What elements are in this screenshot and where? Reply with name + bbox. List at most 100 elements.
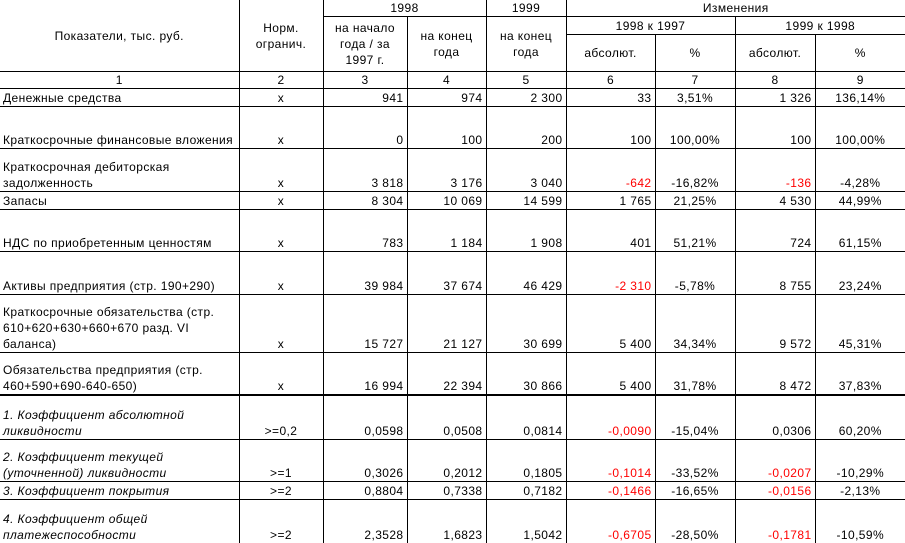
table-row: 1. Коэффициент абсолютной ликвидности >=0… xyxy=(0,393,905,440)
header-abs-1: абсолют. xyxy=(566,34,656,72)
row-norm: x xyxy=(239,106,324,149)
row-value-v8: 8 472 xyxy=(735,352,816,395)
row-value-v7: 31,78% xyxy=(655,352,736,395)
row-value-v5: 46 429 xyxy=(486,251,567,295)
row-value-v9: -2,13% xyxy=(815,481,905,500)
row-value-v8: 4 530 xyxy=(735,191,816,210)
row-norm: x xyxy=(239,352,324,395)
row-label: 4. Коэффициент общей платежеспособности xyxy=(0,499,240,543)
row-value-v5: 14 599 xyxy=(486,191,567,210)
row-value-v5: 3 040 xyxy=(486,148,567,192)
row-norm: >=2 xyxy=(239,481,324,500)
row-value-v3: 0,0598 xyxy=(323,393,408,440)
column-numbers-row: 1 2 3 4 5 6 7 8 9 xyxy=(0,71,905,89)
header-pct-2: % xyxy=(854,46,866,60)
row-label: 1. Коэффициент абсолютной ликвидности xyxy=(0,393,240,440)
row-value-v7: 34,34% xyxy=(655,294,736,353)
row-value-v4: 0,7338 xyxy=(407,481,487,500)
row-value-v8: 8 755 xyxy=(735,251,816,295)
row-value-v9: 61,15% xyxy=(815,209,905,252)
row-value-v7: -5,78% xyxy=(655,251,736,295)
header-year-1998: 1998 xyxy=(323,0,487,17)
row-value-v3: 0,3026 xyxy=(323,439,408,482)
row-norm: >=1 xyxy=(239,439,324,482)
row-label: Краткосрочные обязательства (стр. 610+62… xyxy=(0,294,240,353)
row-value-v8: 9 572 xyxy=(735,294,816,353)
row-value-v9: 23,24% xyxy=(815,251,905,295)
table-row: 2. Коэффициент текущей (уточненной) ликв… xyxy=(0,439,905,482)
row-value-v6: 100 xyxy=(566,106,656,149)
row-value-v3: 3 818 xyxy=(323,148,408,192)
row-value-v4: 21 127 xyxy=(407,294,487,353)
col-number: 6 xyxy=(566,71,656,89)
row-value-v6: 5 400 xyxy=(566,294,656,353)
row-label: Краткосрочная дебиторская задолженность xyxy=(0,148,240,192)
row-norm: x xyxy=(239,88,324,107)
row-label: 3. Коэффициент покрытия xyxy=(0,481,240,500)
table-row: Краткосрочные финансовые вложения x 0 100 20… xyxy=(0,106,905,149)
row-value-v8: 1 326 xyxy=(735,88,816,107)
col-number: 1 xyxy=(0,71,240,89)
row-value-v4: 1,6823 xyxy=(407,499,487,543)
row-value-v5: 30 699 xyxy=(486,294,567,353)
row-norm: x xyxy=(239,209,324,252)
row-value-v4: 0,2012 xyxy=(407,439,487,482)
row-value-v3: 783 xyxy=(323,209,408,252)
col-number: 5 xyxy=(486,71,567,89)
col-number: 4 xyxy=(407,71,487,89)
row-label: НДС по приобретенным ценностям xyxy=(0,209,240,252)
table-row: 3. Коэффициент покрытия >=2 0,8804 0,7338 0,… xyxy=(0,481,905,500)
row-value-v7: -15,04% xyxy=(655,393,736,440)
row-value-v4: 3 176 xyxy=(407,148,487,192)
row-value-v9: 100,00% xyxy=(815,106,905,149)
row-value-v6: 5 400 xyxy=(566,352,656,395)
row-value-v6: -0,0090 xyxy=(566,393,656,440)
row-value-v3: 0 xyxy=(323,106,408,149)
row-label: Денежные средства xyxy=(0,88,240,107)
row-norm: x xyxy=(239,191,324,210)
row-value-v6: -0,1466 xyxy=(566,481,656,500)
table-row: Активы предприятия (стр. 190+290) x 39 984… xyxy=(0,251,905,295)
row-value-v7: 21,25% xyxy=(655,191,736,210)
row-value-v8: 0,0306 xyxy=(735,393,816,440)
row-value-v8: -0,0156 xyxy=(735,481,816,500)
row-value-v4: 10 069 xyxy=(407,191,487,210)
header-year-1999: 1999 xyxy=(486,0,567,17)
header-end-year-1998: на конец года xyxy=(407,16,487,72)
row-value-v5: 1,5042 xyxy=(486,499,567,543)
row-value-v5: 1 908 xyxy=(486,209,567,252)
row-value-v3: 8 304 xyxy=(323,191,408,210)
row-value-v5: 30 866 xyxy=(486,352,567,395)
table-row: Запасы x 8 304 10 069 14 599 1 765 21,25% 4 530… xyxy=(0,191,905,210)
row-label: Запасы xyxy=(0,191,240,210)
row-value-v6: -0,1014 xyxy=(566,439,656,482)
row-value-v9: -10,29% xyxy=(815,439,905,482)
row-value-v8: -0,1781 xyxy=(735,499,816,543)
row-value-v4: 37 674 xyxy=(407,251,487,295)
header-change-98-97: 1998 к 1997 xyxy=(566,16,736,35)
row-value-v6: 1 765 xyxy=(566,191,656,210)
row-value-v4: 0,0508 xyxy=(407,393,487,440)
table-row: НДС по приобретенным ценностям x 783 1 184 1… xyxy=(0,209,905,252)
header-pct-1: % xyxy=(655,34,736,72)
row-value-v5: 0,1805 xyxy=(486,439,567,482)
row-norm: x xyxy=(239,148,324,192)
header-norm: Норм. огранич. xyxy=(239,0,324,72)
table-row: Краткосрочные обязательства (стр. 610+62… xyxy=(0,294,905,353)
header-indicators: Показатели, тыс. руб. xyxy=(0,0,240,72)
row-value-v5: 200 xyxy=(486,106,567,149)
row-value-v9: 60,20% xyxy=(815,393,905,440)
row-value-v5: 2 300 xyxy=(486,88,567,107)
row-value-v6: -2 310 xyxy=(566,251,656,295)
row-value-v5: 0,0814 xyxy=(486,393,567,440)
row-norm: x xyxy=(239,251,324,295)
row-value-v4: 22 394 xyxy=(407,352,487,395)
row-value-v7: -16,82% xyxy=(655,148,736,192)
row-value-v7: 100,00% xyxy=(655,106,736,149)
row-value-v9: 37,83% xyxy=(815,352,905,395)
row-value-v9: 45,31% xyxy=(815,294,905,353)
row-value-v5: 0,7182 xyxy=(486,481,567,500)
row-value-v4: 974 xyxy=(407,88,487,107)
row-value-v4: 1 184 xyxy=(407,209,487,252)
row-value-v8: 724 xyxy=(735,209,816,252)
